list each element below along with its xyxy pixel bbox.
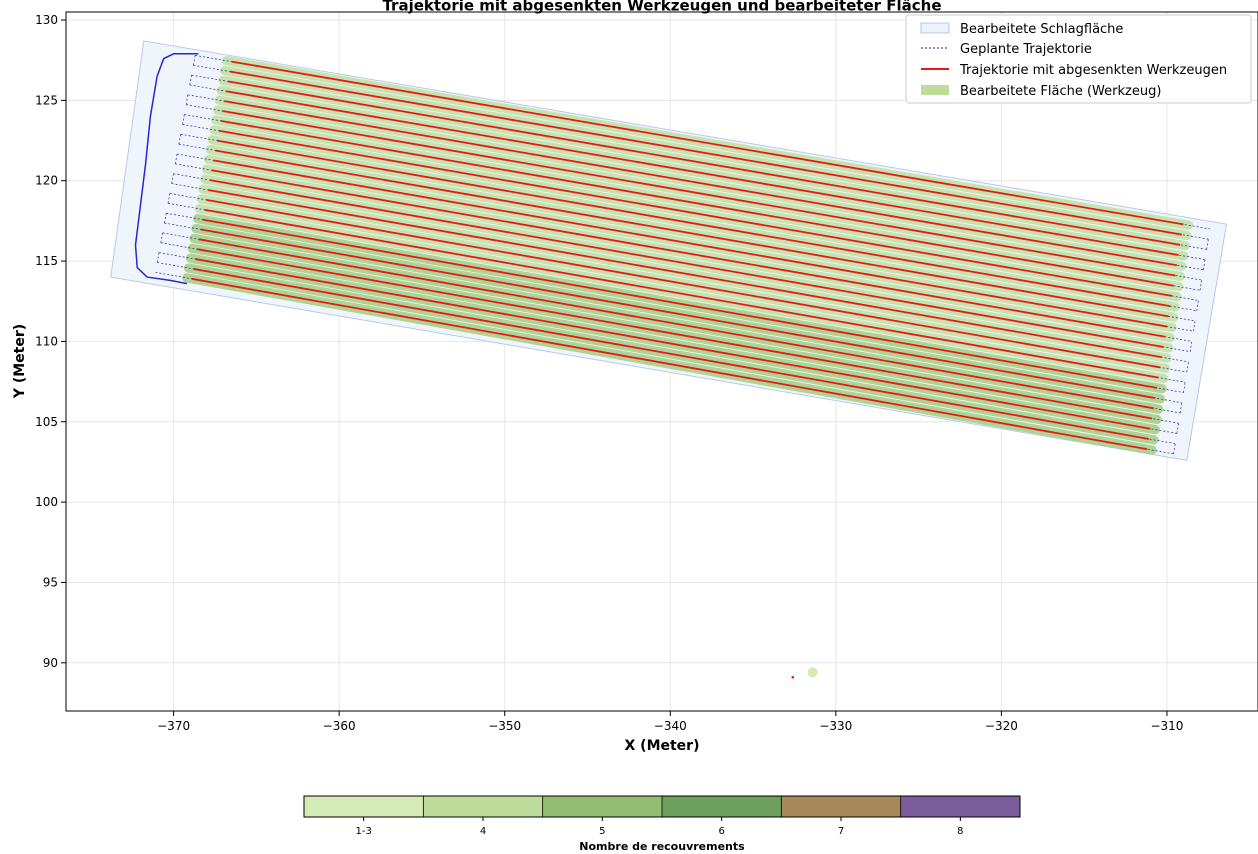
colorbar-tick-label: 1-3 [355,826,371,837]
colorbar-segment [423,796,542,817]
colorbar-tick-label: 8 [957,826,963,837]
x-tick-label: −330 [819,719,852,733]
y-tick-label: 105 [35,415,58,429]
x-tick-label: −360 [323,719,356,733]
x-tick-label: −320 [985,719,1018,733]
x-tick-label: −350 [488,719,521,733]
colorbar-segment [543,796,662,817]
legend-swatch-field [921,23,949,33]
y-tick-label: 100 [35,495,58,509]
colorbar-segment [781,796,900,817]
y-tick-label: 110 [35,334,58,348]
colorbar-tick-label: 6 [718,826,724,837]
y-tick-label: 120 [35,174,58,188]
x-tick-label: −340 [654,719,687,733]
y-tick-label: 130 [35,13,58,27]
colorbar-label: Nombre de recouvrements [579,840,745,853]
colorbar-tick-label: 7 [838,826,844,837]
stray-coverage-point [808,667,818,677]
legend-label-field: Bearbeitete Schlagfläche [960,22,1123,37]
x-axis-ticks: −370 −360 −350 −340 −330 −320 −310 [157,711,1183,733]
colorbar-segment [901,796,1020,817]
y-tick-label: 125 [35,93,58,107]
y-tick-label: 90 [43,656,58,670]
y-tick-label: 95 [43,575,58,589]
stray-points [791,667,817,678]
colorbar-segment [662,796,781,817]
y-axis-label: Y (Meter) [12,324,28,399]
x-tick-label: −310 [1150,719,1183,733]
legend-label-planned: Geplante Trajektorie [960,42,1092,57]
coverage-area [187,61,1189,450]
legend: Bearbeitete Schlagfläche Geplante Trajek… [906,15,1251,103]
y-axis-ticks: 90 95 100 105 110 115 120 125 130 [35,13,66,670]
stray-active-point [791,676,794,679]
y-tick-label: 115 [35,254,58,268]
colorbar: 1-3 4 5 6 7 8 [304,796,1020,837]
x-axis-label: X (Meter) [625,738,700,754]
x-tick-label: −370 [157,719,190,733]
colorbar-tick-label: 5 [599,826,605,837]
legend-swatch-coverage [921,85,949,95]
legend-label-active: Trajektorie mit abgesenkten Werkzeugen [959,63,1227,78]
colorbar-segment [304,796,423,817]
legend-label-coverage: Bearbeitete Fläche (Werkzeug) [960,84,1161,99]
colorbar-tick-label: 4 [480,826,486,837]
